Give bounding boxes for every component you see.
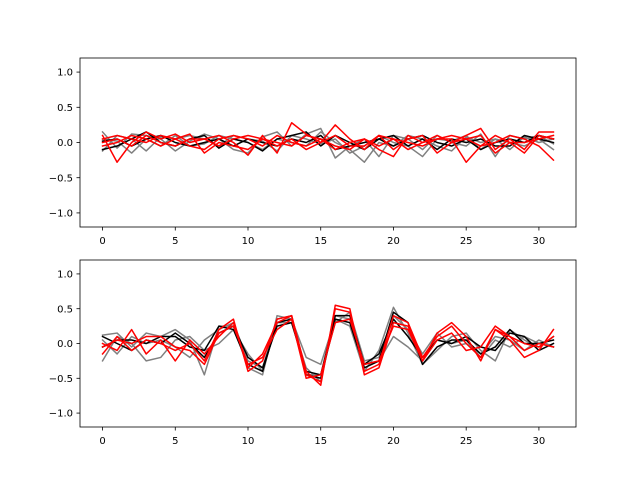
x-tick-label: 15 xyxy=(314,436,327,447)
series-line-1 xyxy=(101,131,555,163)
x-tick-label: 0 xyxy=(99,436,105,447)
top-subplot: 0 5 10 15 20 25 30 1.0 0.5 0.0 −0.5 −1.0 xyxy=(49,57,577,247)
series-group xyxy=(101,122,555,163)
y-tick-label: 0.5 xyxy=(57,103,73,114)
y-tick-label: 1.0 xyxy=(57,68,73,79)
y-tick-label: −1.0 xyxy=(49,409,73,420)
y-tick-label: 0.0 xyxy=(57,339,73,350)
x-tick-label: 15 xyxy=(314,236,327,247)
x-tick-label: 30 xyxy=(533,236,546,247)
x-tick-label: 5 xyxy=(172,436,178,447)
series-line-7 xyxy=(101,133,555,158)
series-line-7 xyxy=(101,318,555,380)
series-line-8 xyxy=(101,134,555,154)
x-tick-label: 10 xyxy=(242,436,255,447)
series-line-5 xyxy=(101,122,555,163)
x-tick-label: 10 xyxy=(242,236,255,247)
y-tick-label: −0.5 xyxy=(49,374,73,385)
x-tick-label: 20 xyxy=(387,236,400,247)
y-tick-label: 0.5 xyxy=(57,304,73,315)
y-tick-label: 0.0 xyxy=(57,138,73,149)
y-tick-label: 1.0 xyxy=(57,270,73,281)
x-tick-label: 25 xyxy=(460,236,473,247)
x-tick-label: 0 xyxy=(99,236,105,247)
y-tick-label: −0.5 xyxy=(49,173,73,184)
x-tick-label: 20 xyxy=(387,436,400,447)
x-tick-label: 30 xyxy=(533,436,546,447)
y-tick-label: −1.0 xyxy=(49,209,73,220)
x-tick-label: 25 xyxy=(460,436,473,447)
bottom-subplot: 0 5 10 15 20 25 30 1.0 0.5 0.0 −0.5 −1.0 xyxy=(49,259,577,447)
series-line-6 xyxy=(101,304,555,386)
series-group xyxy=(101,304,555,386)
x-tick-label: 5 xyxy=(172,236,178,247)
series-line-6 xyxy=(101,134,555,163)
